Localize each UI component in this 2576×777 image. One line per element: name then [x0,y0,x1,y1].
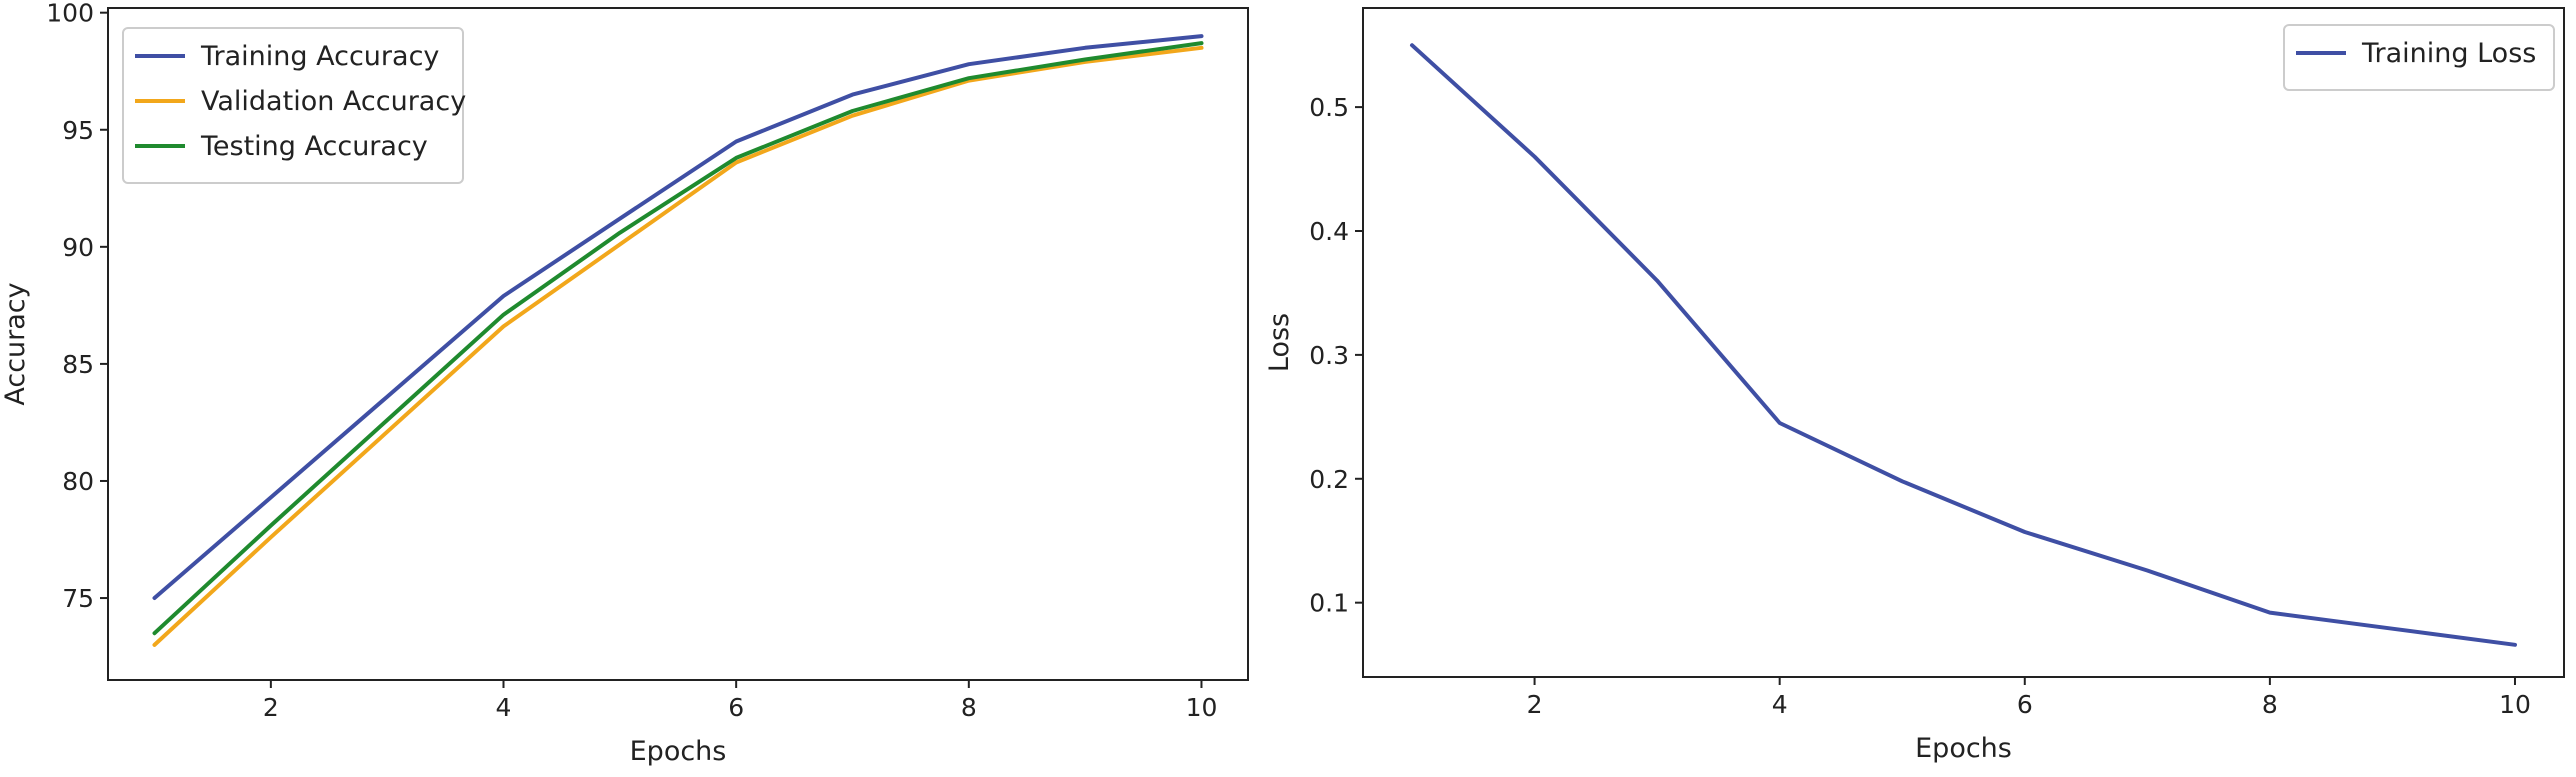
legend-label: Validation Accuracy [201,86,466,117]
x-tick-label: 4 [496,693,512,722]
y-tick-label: 0.1 [1309,589,1349,618]
legend: Training Loss [2283,24,2555,91]
y-tick-label: 100 [46,0,94,28]
x-tick-label: 6 [728,693,744,722]
y-tick-label: 0.4 [1309,217,1349,246]
x-tick-label: 8 [2262,690,2278,719]
x-tick-label: 8 [961,693,977,722]
x-tick-label: 2 [1527,690,1543,719]
x-tick-label: 10 [2499,690,2531,719]
accuracy-chart-panel: 2 4 6 8 10 75 80 85 90 95 100 Epochs Accuracy Trainin… [0,0,1249,767]
y-tick-label: 80 [62,467,94,496]
series-line-training-accuracy [152,34,1204,600]
x-tick-label: 6 [2017,690,2033,719]
plot-frame [1362,7,2565,678]
y-tick-label: 75 [62,584,94,613]
y-tick-label: 0.3 [1309,341,1349,370]
y-axis-label: Loss [1264,313,1295,372]
series-line-training-loss [1410,43,2517,647]
x-tick-label: 2 [263,693,279,722]
y-tick-label: 0.2 [1309,465,1349,494]
y-axis-label: Accuracy [0,282,31,405]
loss-chart-panel: 2 4 6 8 10 0.1 0.2 0.3 0.4 0.5 Epochs Loss Training … [1264,7,2565,764]
y-tick-label: 95 [62,116,94,145]
legend-box [122,27,464,184]
y-tick-label: 90 [62,233,94,262]
x-tick-label: 10 [1186,693,1218,722]
legend-label: Training Accuracy [200,41,439,72]
legend-box [2283,24,2555,91]
series-line-validation-accuracy [152,45,1204,647]
x-axis-label: Epochs [1915,733,2012,764]
y-tick-label: 85 [62,350,94,379]
plot-frame [107,7,1249,681]
legend-label: Testing Accuracy [200,131,428,162]
x-axis-label: Epochs [630,736,727,767]
series-line-testing-accuracy [152,41,1204,636]
y-tick-label: 0.5 [1309,93,1349,122]
x-tick-label: 4 [1772,690,1788,719]
legend-label: Training Loss [2361,38,2536,69]
legend: Training Accuracy Validation Accuracy Test… [122,27,466,184]
